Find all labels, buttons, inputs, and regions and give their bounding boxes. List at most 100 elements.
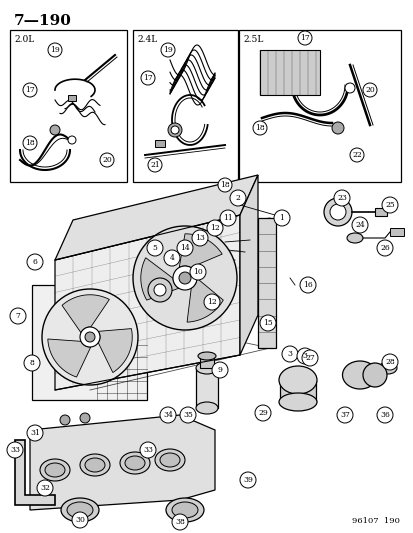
Circle shape <box>37 480 53 496</box>
Ellipse shape <box>40 459 70 481</box>
Circle shape <box>362 363 386 387</box>
Text: 27: 27 <box>304 354 314 362</box>
Bar <box>32 285 147 400</box>
Bar <box>68 95 76 101</box>
Circle shape <box>140 442 156 458</box>
Circle shape <box>168 123 182 137</box>
Circle shape <box>173 266 197 290</box>
Text: 19: 19 <box>163 46 173 54</box>
Text: 25: 25 <box>384 201 394 209</box>
Polygon shape <box>55 215 240 390</box>
Ellipse shape <box>197 352 216 360</box>
Text: 12: 12 <box>206 298 216 306</box>
Ellipse shape <box>278 393 316 411</box>
Text: 14: 14 <box>180 244 190 252</box>
Circle shape <box>323 198 351 226</box>
Circle shape <box>259 315 275 331</box>
Text: 15: 15 <box>263 319 272 327</box>
Text: 7—190: 7—190 <box>14 14 72 28</box>
Ellipse shape <box>85 458 105 472</box>
Polygon shape <box>187 278 223 322</box>
Text: 39: 39 <box>242 476 252 484</box>
Bar <box>154 140 165 147</box>
Polygon shape <box>62 295 109 333</box>
Circle shape <box>159 407 176 423</box>
Text: 21: 21 <box>150 161 159 169</box>
Text: 31: 31 <box>30 429 40 437</box>
Text: 96107  190: 96107 190 <box>351 517 399 525</box>
Text: 4: 4 <box>169 254 174 262</box>
Text: 3: 3 <box>302 352 307 360</box>
Circle shape <box>219 210 235 226</box>
Ellipse shape <box>171 502 197 518</box>
Text: 20: 20 <box>364 86 374 94</box>
Bar <box>389 228 403 236</box>
Text: 7: 7 <box>16 312 20 320</box>
Circle shape <box>349 148 363 162</box>
Text: 2.4L: 2.4L <box>137 35 157 44</box>
Text: 36: 36 <box>379 411 389 419</box>
Circle shape <box>211 362 228 378</box>
Circle shape <box>218 178 231 192</box>
Text: 18: 18 <box>254 124 264 132</box>
Circle shape <box>133 226 236 330</box>
Polygon shape <box>179 234 222 268</box>
Ellipse shape <box>80 454 110 476</box>
Bar <box>10 30 127 182</box>
Ellipse shape <box>120 452 150 474</box>
Circle shape <box>192 230 207 246</box>
Text: 20: 20 <box>102 156 112 164</box>
Text: 30: 30 <box>75 516 85 524</box>
Circle shape <box>230 190 245 206</box>
Ellipse shape <box>45 463 65 477</box>
Text: 18: 18 <box>25 139 35 147</box>
Bar <box>238 30 400 182</box>
Text: 8: 8 <box>29 359 34 367</box>
Bar <box>374 208 386 216</box>
Circle shape <box>7 442 23 458</box>
Ellipse shape <box>159 453 180 467</box>
Circle shape <box>254 405 271 421</box>
Ellipse shape <box>154 449 185 471</box>
Ellipse shape <box>125 456 145 470</box>
Text: 9: 9 <box>217 366 222 374</box>
Text: 1: 1 <box>279 214 284 222</box>
Polygon shape <box>98 329 132 373</box>
Text: 17: 17 <box>143 74 152 82</box>
Circle shape <box>23 83 37 97</box>
Circle shape <box>281 346 297 362</box>
Circle shape <box>204 294 219 310</box>
Circle shape <box>24 355 40 371</box>
Bar <box>279 380 315 402</box>
Circle shape <box>50 125 60 135</box>
Circle shape <box>190 264 206 280</box>
Text: 2.0L: 2.0L <box>14 35 34 44</box>
Ellipse shape <box>67 502 93 518</box>
Text: 29: 29 <box>257 409 267 417</box>
Circle shape <box>80 327 100 347</box>
Circle shape <box>161 43 175 57</box>
Polygon shape <box>15 440 55 505</box>
Ellipse shape <box>378 362 396 374</box>
Circle shape <box>141 71 154 85</box>
Polygon shape <box>55 175 257 260</box>
Circle shape <box>42 289 138 385</box>
Circle shape <box>301 350 317 366</box>
Text: 26: 26 <box>379 244 389 252</box>
Circle shape <box>147 158 161 172</box>
Ellipse shape <box>195 402 218 414</box>
Text: 5: 5 <box>152 244 157 252</box>
Circle shape <box>381 197 397 213</box>
Bar <box>133 30 237 182</box>
Circle shape <box>68 136 76 144</box>
Circle shape <box>240 472 255 488</box>
Circle shape <box>164 250 180 266</box>
Text: 33: 33 <box>10 446 20 454</box>
Bar <box>199 356 214 368</box>
Text: 11: 11 <box>223 214 232 222</box>
Circle shape <box>362 83 376 97</box>
Circle shape <box>351 217 367 233</box>
Circle shape <box>100 153 114 167</box>
Circle shape <box>23 136 37 150</box>
Ellipse shape <box>61 498 99 522</box>
